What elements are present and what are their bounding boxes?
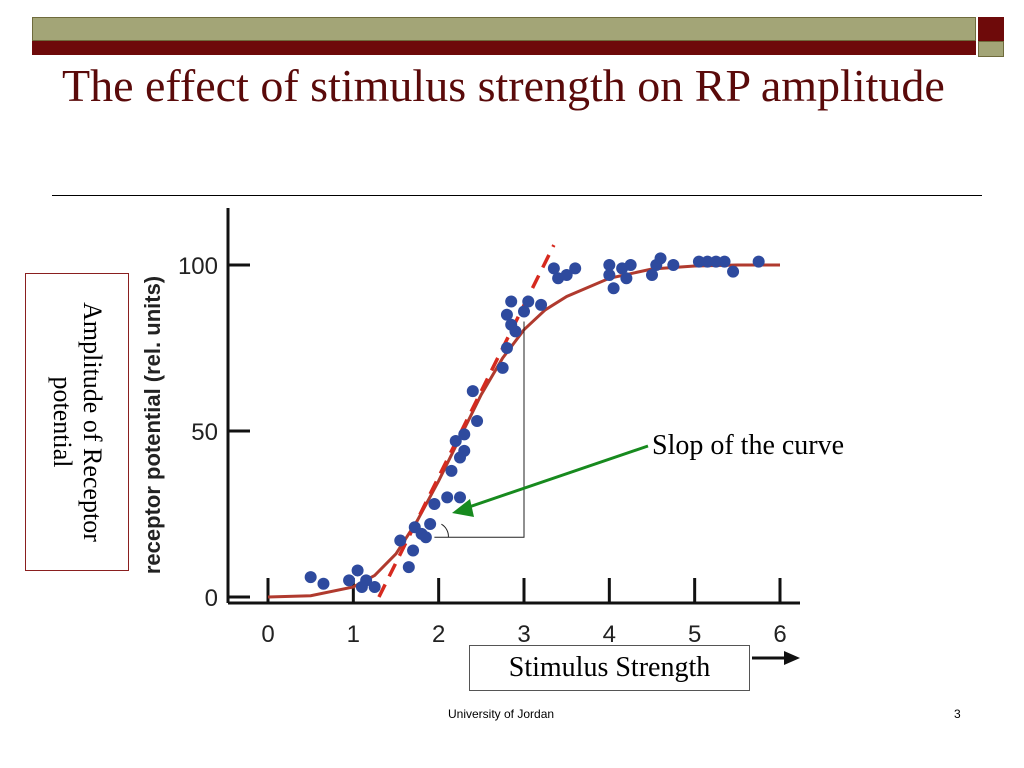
slope-arrow bbox=[452, 444, 649, 517]
data-point bbox=[718, 255, 731, 268]
data-point bbox=[560, 268, 573, 281]
extras-layer bbox=[434, 321, 525, 538]
data-point bbox=[360, 574, 373, 587]
data-point bbox=[752, 255, 765, 268]
title-divider bbox=[52, 195, 982, 196]
data-point bbox=[624, 259, 637, 271]
data-point bbox=[496, 361, 509, 374]
points-layer bbox=[304, 252, 765, 594]
data-point bbox=[394, 534, 407, 547]
data-point bbox=[441, 491, 454, 504]
data-point bbox=[407, 544, 420, 557]
data-point bbox=[535, 298, 548, 311]
x-tick-label: 3 bbox=[517, 621, 530, 648]
data-point bbox=[424, 517, 437, 530]
data-point bbox=[603, 259, 616, 271]
data-point bbox=[445, 464, 458, 477]
x-tick-label: 5 bbox=[688, 621, 701, 648]
data-point bbox=[603, 268, 616, 281]
data-point bbox=[518, 305, 530, 318]
title-bar-olive bbox=[32, 17, 976, 41]
corner-square-olive bbox=[978, 41, 1004, 57]
data-point bbox=[454, 491, 466, 504]
data-point bbox=[471, 415, 484, 428]
slope-annotation: Slop of the curve bbox=[652, 430, 845, 461]
y-tick-label: 100 bbox=[178, 253, 218, 280]
x-tick-label: 1 bbox=[347, 621, 360, 648]
y-concept-label: Amplitude of Receptor potential bbox=[48, 302, 107, 542]
data-point bbox=[317, 577, 330, 590]
y-axis-title: receptor potential (rel. units) bbox=[140, 276, 165, 574]
slope-angle-arc bbox=[441, 523, 449, 538]
x-tick-label: 0 bbox=[261, 621, 274, 648]
data-point bbox=[509, 325, 522, 338]
data-point bbox=[419, 531, 432, 544]
slide-title: The effect of stimulus strength on RP am… bbox=[62, 60, 945, 111]
data-point bbox=[458, 428, 471, 441]
data-point bbox=[569, 262, 582, 275]
data-point bbox=[505, 295, 518, 308]
data-point bbox=[607, 282, 620, 295]
data-point bbox=[620, 272, 633, 285]
y-tick-label: 0 bbox=[205, 585, 218, 612]
data-point bbox=[547, 262, 560, 275]
data-point bbox=[701, 255, 714, 268]
data-point bbox=[522, 295, 535, 308]
x-tick-label: 6 bbox=[773, 621, 786, 648]
data-point bbox=[500, 342, 513, 354]
data-point bbox=[500, 308, 513, 321]
footer-text: University of Jordan bbox=[448, 707, 555, 721]
y-concept-label-box: Amplitude of Receptor potential bbox=[25, 273, 129, 571]
data-point bbox=[428, 498, 441, 511]
title-bar-maroon bbox=[32, 41, 976, 55]
data-point bbox=[368, 581, 381, 594]
x-axis-arrow bbox=[752, 651, 800, 665]
data-point bbox=[351, 564, 364, 577]
x-concept-label: Stimulus Strength bbox=[469, 645, 750, 691]
data-point bbox=[710, 255, 722, 268]
corner-square-maroon bbox=[978, 17, 1004, 41]
data-point bbox=[466, 385, 479, 398]
data-point bbox=[458, 444, 471, 457]
data-point bbox=[654, 252, 667, 265]
x-tick-label: 2 bbox=[432, 621, 445, 648]
page-number: 3 bbox=[954, 707, 961, 721]
data-point bbox=[402, 561, 415, 574]
data-point bbox=[449, 434, 462, 447]
slope-triangle bbox=[434, 321, 525, 538]
data-point bbox=[692, 255, 705, 268]
data-point bbox=[304, 571, 317, 584]
data-point bbox=[667, 259, 680, 271]
y-tick-label: 50 bbox=[191, 419, 218, 446]
chart-axes: 0 1 2 3 4 5 6 0 50 100 bbox=[178, 208, 800, 648]
data-point bbox=[646, 268, 658, 281]
data-point bbox=[343, 574, 356, 587]
x-tick-label: 4 bbox=[603, 621, 616, 648]
data-point bbox=[727, 265, 740, 278]
